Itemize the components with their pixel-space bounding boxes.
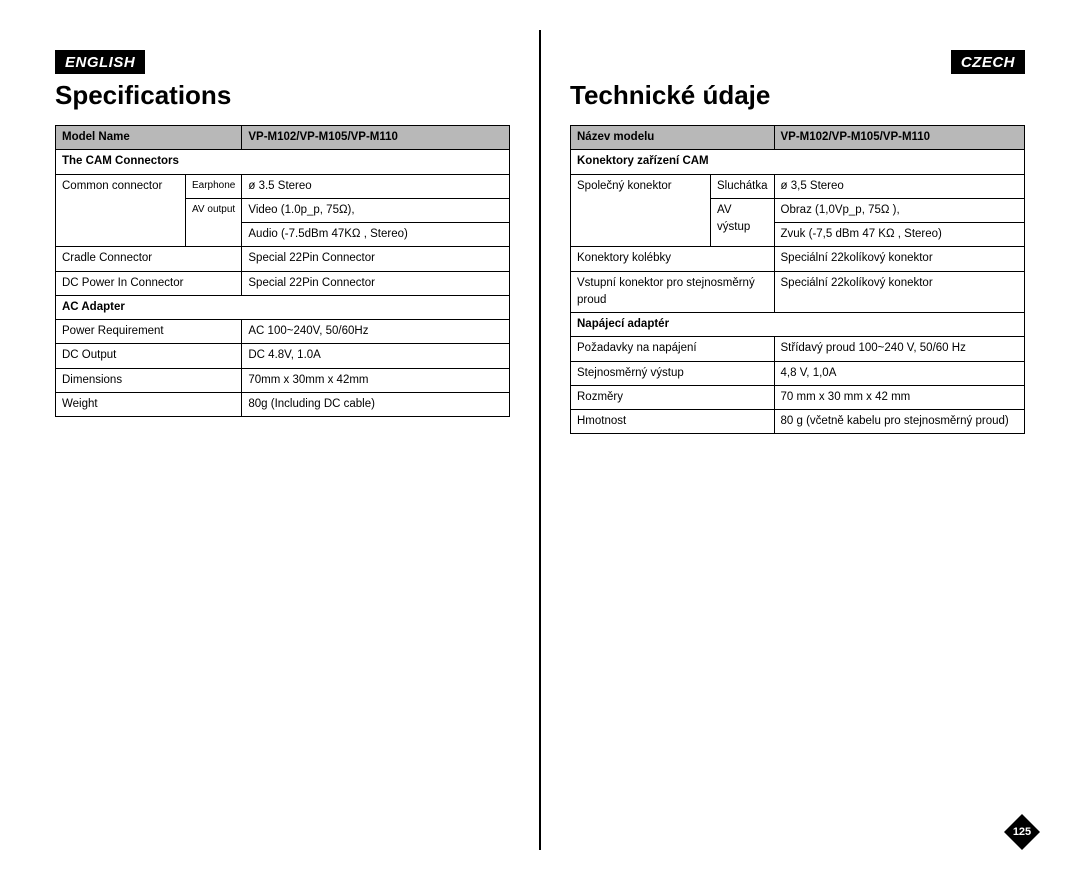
section-connectors: Konektory zařízení CAM	[571, 150, 1025, 174]
table-row: Název modelu VP-M102/VP-M105/VP-M110	[571, 126, 1025, 150]
earphone-label: Earphone	[186, 174, 242, 198]
dim-label: Rozměry	[571, 385, 775, 409]
section-connectors: The CAM Connectors	[56, 150, 510, 174]
table-row: Požadavky na napájení Střídavý proud 100…	[571, 337, 1025, 361]
dcpower-value: Speciální 22kolíkový konektor	[774, 271, 1024, 313]
cradle-value: Special 22Pin Connector	[242, 247, 510, 271]
weight-label: Weight	[56, 392, 242, 416]
cradle-label: Konektory kolébky	[571, 247, 775, 271]
earphone-label: Sluchátka	[711, 174, 775, 198]
spec-table-czech: Název modelu VP-M102/VP-M105/VP-M110 Kon…	[570, 125, 1025, 434]
table-row: Common connector Earphone ø 3.5 Stereo	[56, 174, 510, 198]
table-row: Cradle Connector Special 22Pin Connector	[56, 247, 510, 271]
avout-label: AV výstup	[711, 198, 775, 247]
dim-label: Dimensions	[56, 368, 242, 392]
table-row: The CAM Connectors	[56, 150, 510, 174]
table-row: Model Name VP-M102/VP-M105/VP-M110	[56, 126, 510, 150]
model-label: Název modelu	[571, 126, 775, 150]
table-row: AC Adapter	[56, 295, 510, 319]
powerreq-value: AC 100~240V, 50/60Hz	[242, 320, 510, 344]
heading-specifications: Specifications	[55, 80, 510, 111]
table-row: Hmotnost 80 g (včetně kabelu pro stejnos…	[571, 410, 1025, 434]
dcout-value: 4,8 V, 1,0A	[774, 361, 1024, 385]
avout-label: AV output	[186, 198, 242, 247]
cradle-value: Speciální 22kolíkový konektor	[774, 247, 1024, 271]
table-row: Stejnosměrný výstup 4,8 V, 1,0A	[571, 361, 1025, 385]
table-row: Power Requirement AC 100~240V, 50/60Hz	[56, 320, 510, 344]
avout-value-1: Obraz (1,0Vp_p, 75Ω ),	[774, 198, 1024, 222]
avout-value-2: Zvuk (-7,5 dBm 47 KΩ , Stereo)	[774, 223, 1024, 247]
dcpower-label: DC Power In Connector	[56, 271, 242, 295]
model-value: VP-M102/VP-M105/VP-M110	[242, 126, 510, 150]
dcout-value: DC 4.8V, 1.0A	[242, 344, 510, 368]
earphone-value: ø 3,5 Stereo	[774, 174, 1024, 198]
powerreq-label: Power Requirement	[56, 320, 242, 344]
common-connector-label: Společný konektor	[571, 174, 711, 247]
weight-label: Hmotnost	[571, 410, 775, 434]
dcout-label: Stejnosměrný výstup	[571, 361, 775, 385]
common-connector-label: Common connector	[56, 174, 186, 247]
lang-badge-czech: CZECH	[951, 50, 1025, 74]
earphone-value: ø 3.5 Stereo	[242, 174, 510, 198]
avout-value-1: Video (1.0p_p, 75Ω),	[242, 198, 510, 222]
left-column: ENGLISH Specifications Model Name VP-M10…	[0, 0, 540, 880]
dcout-label: DC Output	[56, 344, 242, 368]
lang-badge-english: ENGLISH	[55, 50, 145, 74]
table-row: DC Power In Connector Special 22Pin Conn…	[56, 271, 510, 295]
model-value: VP-M102/VP-M105/VP-M110	[774, 126, 1024, 150]
table-row: Konektory zařízení CAM	[571, 150, 1025, 174]
dcpower-value: Special 22Pin Connector	[242, 271, 510, 295]
cradle-label: Cradle Connector	[56, 247, 242, 271]
section-acadapter: Napájecí adaptér	[571, 313, 1025, 337]
table-row: Rozměry 70 mm x 30 mm x 42 mm	[571, 385, 1025, 409]
powerreq-label: Požadavky na napájení	[571, 337, 775, 361]
weight-value: 80g (Including DC cable)	[242, 392, 510, 416]
table-row: Weight 80g (Including DC cable)	[56, 392, 510, 416]
table-row: Konektory kolébky Speciální 22kolíkový k…	[571, 247, 1025, 271]
dim-value: 70 mm x 30 mm x 42 mm	[774, 385, 1024, 409]
table-row: Dimensions 70mm x 30mm x 42mm	[56, 368, 510, 392]
heading-technicke: Technické údaje	[570, 80, 1025, 111]
table-row: Napájecí adaptér	[571, 313, 1025, 337]
weight-value: 80 g (včetně kabelu pro stejnosměrný pro…	[774, 410, 1024, 434]
page-root: ENGLISH Specifications Model Name VP-M10…	[0, 0, 1080, 880]
powerreq-value: Střídavý proud 100~240 V, 50/60 Hz	[774, 337, 1024, 361]
page-number-badge: 125	[1004, 814, 1040, 850]
spec-table-english: Model Name VP-M102/VP-M105/VP-M110 The C…	[55, 125, 510, 417]
section-acadapter: AC Adapter	[56, 295, 510, 319]
model-label: Model Name	[56, 126, 242, 150]
avout-value-2: Audio (-7.5dBm 47KΩ , Stereo)	[242, 223, 510, 247]
table-row: Vstupní konektor pro stejnosměrný proud …	[571, 271, 1025, 313]
dcpower-label: Vstupní konektor pro stejnosměrný proud	[571, 271, 775, 313]
table-row: Společný konektor Sluchátka ø 3,5 Stereo	[571, 174, 1025, 198]
right-column: CZECH Technické údaje Název modelu VP-M1…	[540, 0, 1080, 880]
dim-value: 70mm x 30mm x 42mm	[242, 368, 510, 392]
page-number-text: 125	[1004, 814, 1040, 850]
table-row: DC Output DC 4.8V, 1.0A	[56, 344, 510, 368]
